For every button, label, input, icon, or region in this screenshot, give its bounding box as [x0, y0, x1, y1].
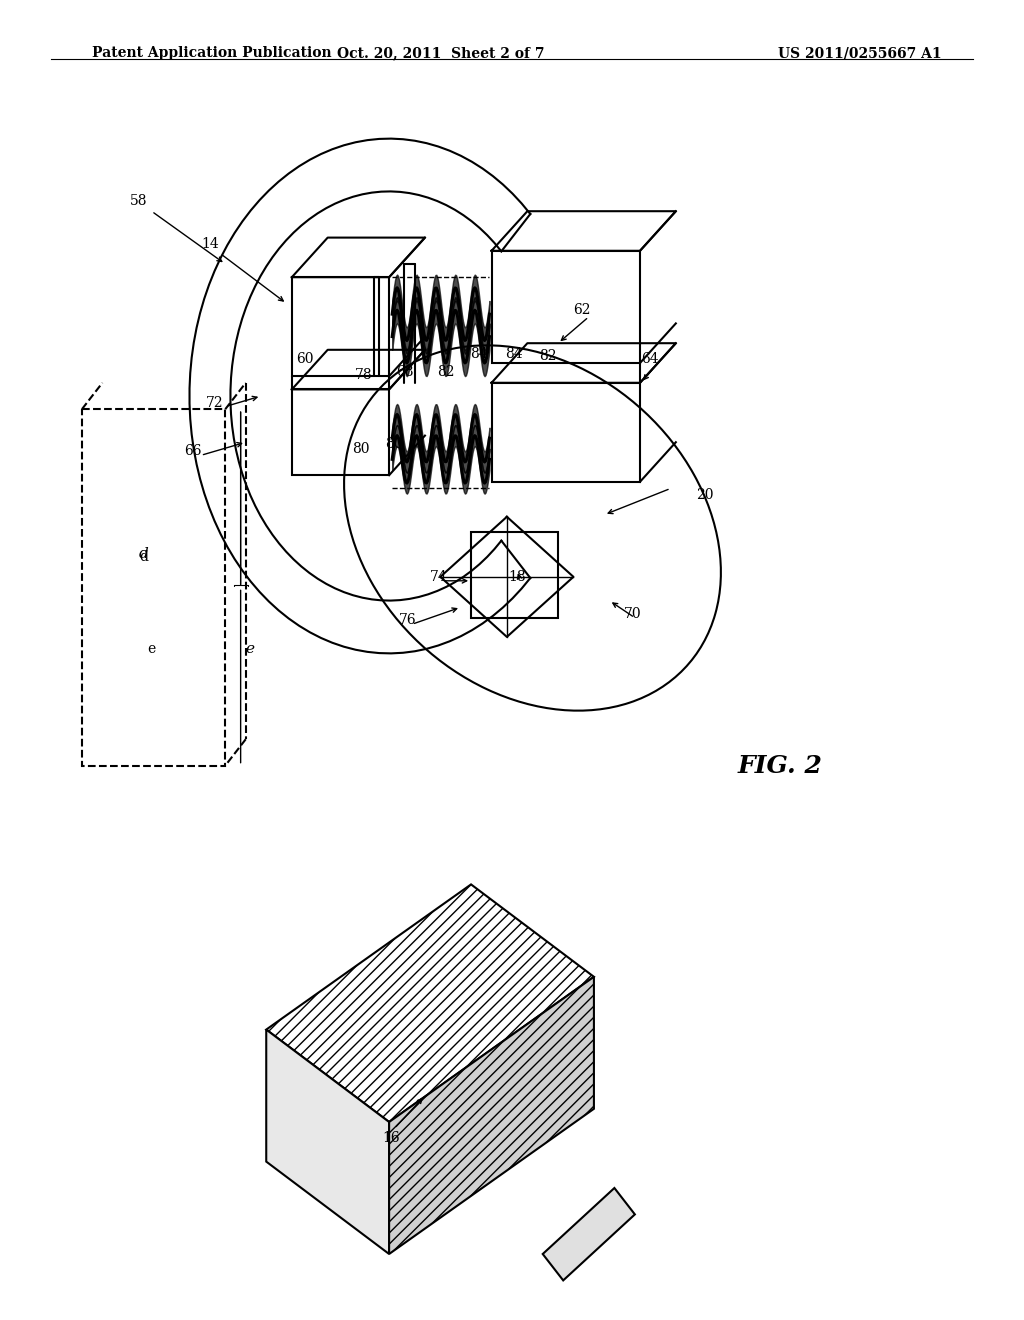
- Text: 82: 82: [539, 350, 557, 363]
- Text: 16: 16: [382, 1131, 400, 1144]
- Text: 64: 64: [641, 352, 659, 366]
- Text: e: e: [147, 643, 156, 656]
- Polygon shape: [389, 977, 594, 1254]
- Text: FIG. 2: FIG. 2: [737, 754, 822, 777]
- Text: 70: 70: [624, 607, 642, 620]
- Text: e: e: [246, 643, 255, 656]
- Text: 62: 62: [572, 304, 591, 317]
- Text: 78: 78: [354, 368, 373, 381]
- Text: 14: 14: [201, 238, 219, 251]
- Text: 66: 66: [183, 445, 202, 458]
- Text: 68: 68: [395, 366, 414, 379]
- Text: 72: 72: [206, 396, 224, 409]
- Text: 82: 82: [436, 366, 455, 379]
- Polygon shape: [543, 1188, 635, 1280]
- Text: 80: 80: [385, 437, 403, 450]
- Polygon shape: [266, 1030, 389, 1254]
- Text: 84: 84: [470, 347, 488, 360]
- Polygon shape: [266, 884, 594, 1122]
- Text: 60: 60: [296, 352, 314, 366]
- Text: 18: 18: [508, 570, 526, 583]
- Text: 20: 20: [695, 488, 714, 502]
- Text: d: d: [139, 550, 147, 564]
- Text: d: d: [138, 548, 148, 561]
- Text: Oct. 20, 2011  Sheet 2 of 7: Oct. 20, 2011 Sheet 2 of 7: [337, 46, 544, 61]
- Text: US 2011/0255667 A1: US 2011/0255667 A1: [778, 46, 942, 61]
- Text: 76: 76: [398, 614, 417, 627]
- Text: 74: 74: [429, 570, 447, 583]
- Text: 84: 84: [505, 347, 523, 360]
- Text: 80: 80: [351, 442, 370, 455]
- Text: Patent Application Publication: Patent Application Publication: [92, 46, 332, 61]
- Text: 58: 58: [129, 194, 147, 207]
